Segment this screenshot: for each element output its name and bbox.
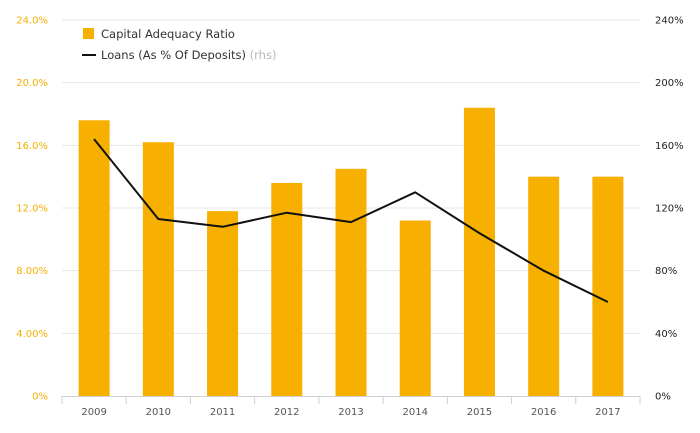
legend-bar-label: Capital Adequacy Ratio [101,27,235,41]
legend-bar-swatch [83,28,94,39]
left-tick-label: 12.0% [16,204,48,215]
left-tick-label: 16.0% [16,141,48,152]
right-tick-label: 120% [655,204,684,215]
left-tick-label: 20.0% [16,78,48,89]
x-tick-label: 2015 [467,407,492,418]
bar-2009 [78,120,110,397]
right-tick-label: 200% [655,78,684,89]
right-tick-label: 0% [655,392,671,403]
bar-2010 [142,142,174,396]
right-tick-label: 80% [655,266,677,277]
x-tick-label: 2014 [402,407,427,418]
legend-line-name: Loans (As % Of Deposits) [101,48,246,62]
x-tick-label: 2012 [274,407,299,418]
bar-2013 [335,168,367,396]
x-tick-label: 2010 [146,407,171,418]
bar-2016 [528,176,560,396]
x-tick-label: 2009 [81,407,106,418]
bar-2017 [592,176,624,396]
left-tick-label: 4.00% [16,329,48,340]
left-tick-label: 0% [32,392,48,403]
bar-2011 [207,211,239,396]
x-axis: 2009 2010 2011 2012 2013 2014 2015 2016 2017 [61,396,641,418]
bar-2014 [399,220,431,396]
left-y-axis: 0% 4.00% 8.00% 12.0% 16.0% 20.0% 24.0% [16,16,48,403]
x-tick-label: 2011 [210,407,235,418]
line-series [93,138,609,303]
left-tick-label: 24.0% [16,16,48,27]
bar-2012 [271,182,303,396]
legend: Capital Adequacy Ratio Loans (As % Of De… [82,27,276,62]
right-y-axis: 0% 40% 80% 120% 160% 200% 240% [655,16,684,403]
x-tick-label: 2013 [338,407,363,418]
loans-line [93,138,609,303]
right-tick-label: 240% [655,16,684,27]
bar-series [78,107,624,397]
x-tick-label: 2016 [531,407,556,418]
x-tick-label: 2017 [595,407,620,418]
right-tick-label: 40% [655,329,677,340]
legend-line-label: Loans (As % Of Deposits) (rhs) [101,48,276,62]
right-tick-label: 160% [655,141,684,152]
left-tick-label: 8.00% [16,266,48,277]
bar-2015 [463,107,495,396]
legend-line-suffix: (rhs) [250,48,277,62]
